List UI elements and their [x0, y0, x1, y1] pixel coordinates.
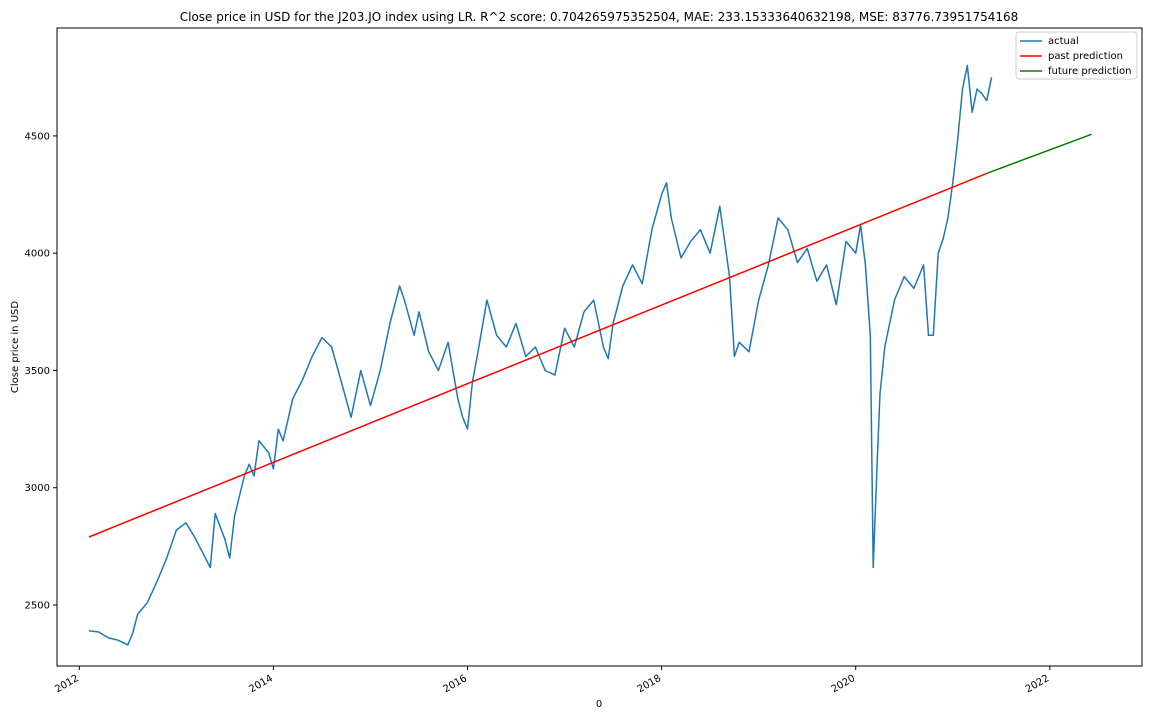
x-tick-label: 2016: [441, 673, 469, 695]
legend-label-past-prediction: past prediction: [1048, 51, 1123, 62]
legend-box: [1015, 31, 1138, 80]
x-axis: 2012 2014 2016 2018 2020 2022: [53, 666, 1051, 695]
series-line-actual: [88, 64, 993, 646]
x-tick-label: 2012: [53, 673, 81, 695]
y-tick-label: 2500: [25, 601, 50, 612]
x-tick-label: 2022: [1024, 673, 1052, 695]
y-tick-label: 4000: [25, 249, 50, 260]
y-axis: 2500 3000 3500 4000 4500: [25, 131, 57, 612]
y-tick-label: 4500: [25, 131, 50, 142]
x-tick-label: 2020: [830, 673, 858, 695]
y-tick-label: 3500: [25, 366, 50, 377]
legend-label-actual: actual: [1048, 36, 1079, 47]
y-axis-title: Close price in USD: [10, 301, 21, 393]
x-axis-title: 0: [596, 699, 602, 710]
plot-area: [56, 27, 1143, 667]
y-tick-label: 3000: [25, 483, 50, 494]
series-line-past-prediction: [88, 172, 987, 538]
x-tick-label: 2018: [636, 673, 664, 695]
series-line-future-prediction: [986, 133, 1092, 175]
series-layer: [88, 64, 1092, 646]
x-tick-label: 2014: [247, 673, 275, 695]
legend: actual past prediction future prediction: [1015, 31, 1138, 80]
chart-title: Close price in USD for the J203.JO index…: [180, 10, 1019, 24]
legend-label-future-prediction: future prediction: [1048, 66, 1132, 77]
